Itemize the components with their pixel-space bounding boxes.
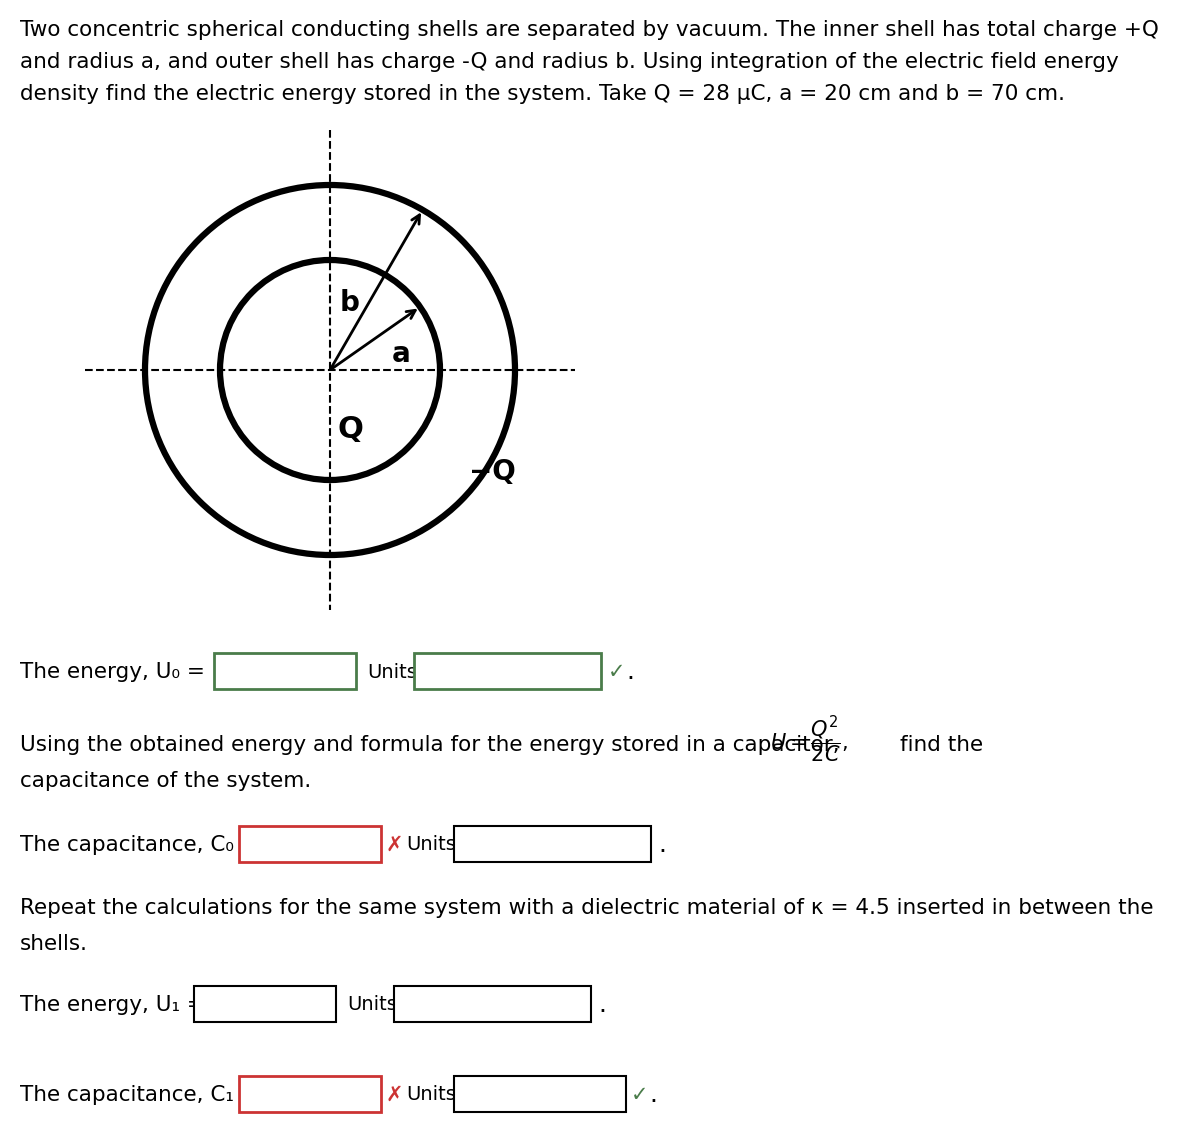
Text: J: J (424, 662, 428, 682)
FancyBboxPatch shape (239, 1076, 382, 1112)
FancyBboxPatch shape (414, 653, 601, 689)
Text: Two concentric spherical conducting shells are separated by vacuum. The inner sh: Two concentric spherical conducting shel… (20, 20, 1159, 40)
Text: shells.: shells. (20, 934, 88, 954)
FancyBboxPatch shape (239, 827, 382, 862)
Text: Units: Units (367, 662, 416, 682)
Text: The capacitance, C₀ =: The capacitance, C₀ = (20, 835, 259, 855)
Text: b: b (340, 289, 360, 317)
Text: Repeat the calculations for the same system with a dielectric material of κ = 4.: Repeat the calculations for the same sys… (20, 898, 1153, 918)
Text: ✓: ✓ (631, 1085, 648, 1106)
Text: .: . (658, 833, 666, 858)
Text: ✓: ✓ (334, 662, 350, 682)
Text: Units: Units (347, 995, 397, 1015)
Text: .: . (649, 1083, 658, 1107)
Text: find the: find the (900, 735, 983, 755)
Text: ∨: ∨ (602, 1086, 616, 1104)
Text: .: . (598, 993, 606, 1017)
Text: The energy, U₁ =: The energy, U₁ = (20, 995, 205, 1015)
Text: a: a (392, 340, 410, 369)
Text: ∨: ∨ (578, 664, 590, 681)
Text: Units: Units (406, 1086, 456, 1104)
Text: Select an answer: Select an answer (463, 836, 606, 854)
Text: 3.1154528: 3.1154528 (246, 836, 352, 854)
Text: .37489732: .37489732 (246, 1086, 352, 1104)
Text: −Q: −Q (469, 458, 516, 486)
Text: and radius a, and outer shell has charge -Q and radius b. Using integration of t: and radius a, and outer shell has charge… (20, 52, 1118, 72)
Text: ✗: ✗ (386, 1085, 403, 1106)
FancyBboxPatch shape (454, 827, 650, 862)
Text: Units: Units (406, 836, 456, 854)
Text: Q: Q (337, 416, 362, 444)
Text: .: . (626, 660, 634, 684)
FancyBboxPatch shape (394, 986, 592, 1022)
Text: density find the electric energy stored in the system. Take Q = 28 μC, a = 20 cm: density find the electric energy stored … (20, 84, 1066, 104)
Text: 12.582440: 12.582440 (220, 662, 325, 682)
Text: ✗: ✗ (386, 835, 403, 855)
Text: ∨: ∨ (628, 836, 640, 854)
FancyBboxPatch shape (454, 1076, 626, 1112)
Text: The energy, U₀ =: The energy, U₀ = (20, 662, 205, 682)
FancyBboxPatch shape (214, 653, 356, 689)
Text: $U = \dfrac{Q^2}{2C},$: $U = \dfrac{Q^2}{2C},$ (770, 715, 848, 766)
Text: The capacitance, C₁ =: The capacitance, C₁ = (20, 1085, 259, 1106)
Text: ✓: ✓ (608, 662, 625, 682)
Text: Select an answer: Select an answer (403, 996, 546, 1014)
FancyBboxPatch shape (194, 986, 336, 1022)
Text: ∨: ∨ (568, 996, 580, 1014)
Text: capacitance of the system.: capacitance of the system. (20, 771, 311, 791)
Text: Using the obtained energy and formula for the energy stored in a capacitor,: Using the obtained energy and formula fo… (20, 735, 840, 755)
Text: pF: pF (463, 1086, 487, 1104)
